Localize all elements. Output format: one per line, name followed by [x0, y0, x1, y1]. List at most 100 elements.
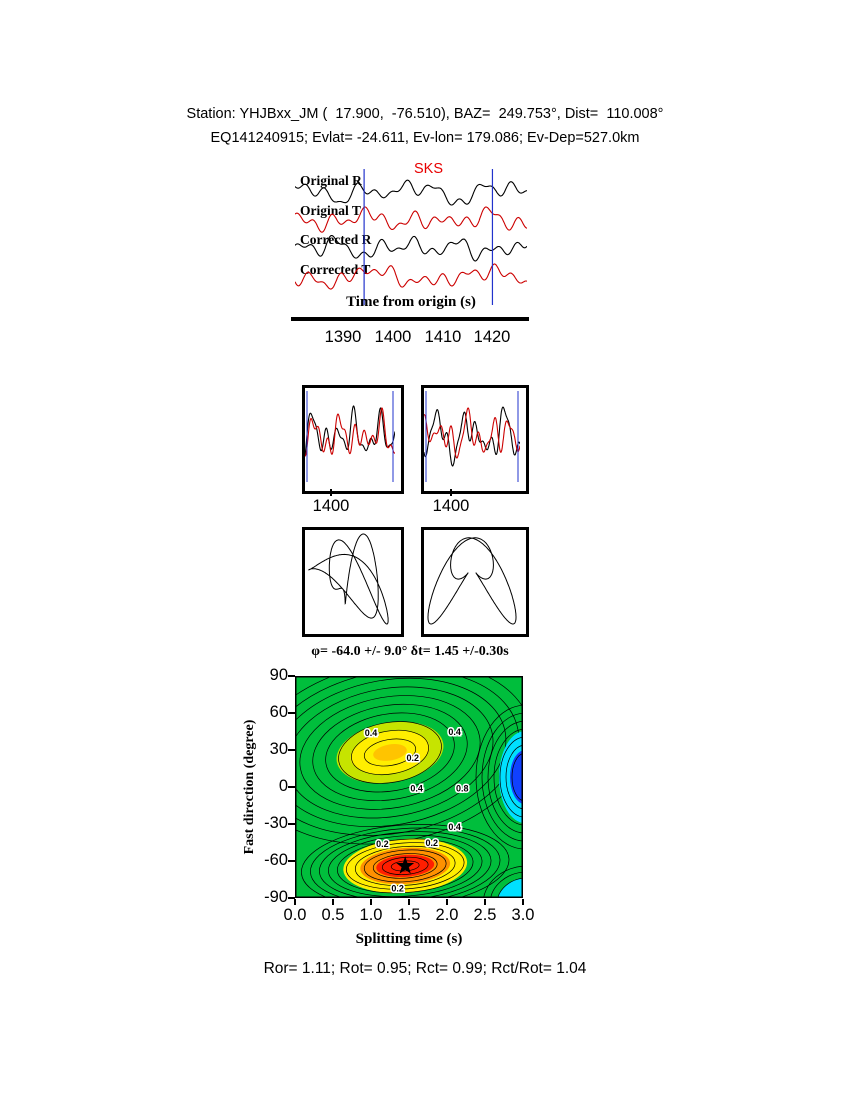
- tick-mark: [330, 489, 332, 496]
- waveform-traces-plot: [295, 169, 527, 305]
- particle-motion-plot-1: [307, 533, 389, 625]
- contour-label: 0.4: [410, 784, 423, 794]
- particle-motion-plot-2: [427, 537, 517, 625]
- tick-mark: [288, 675, 295, 677]
- contour-line: [328, 834, 483, 897]
- contour-line: [487, 720, 523, 834]
- contour-line: [363, 849, 447, 883]
- contour-line: [312, 703, 468, 802]
- contour-line: [310, 827, 501, 898]
- contour-label: 0.2: [376, 839, 389, 849]
- contour-ytick-label: -90: [264, 888, 288, 906]
- waveform-trace: [304, 407, 396, 457]
- waveform-trace: [295, 235, 527, 262]
- contour-label: 0.2: [407, 753, 420, 763]
- splitting-result-title: φ= -64.0 +/- 9.0° δt= 1.45 +/-0.30s: [311, 644, 509, 659]
- footer-metrics: Ror= 1.11; Rot= 0.95; Rct= 0.99; Rct/Rot…: [263, 960, 587, 977]
- contour-line: [299, 695, 481, 810]
- error-surface-plot: 0.4 0.4 0.2 0.4 0.8 0.4 0.2 0.2 0.2: [295, 676, 523, 898]
- time-tick-label: 1420: [473, 328, 511, 346]
- contour-xtick-label: 2.5: [473, 906, 497, 924]
- contour-line: [511, 753, 523, 802]
- contour-line: [381, 856, 429, 876]
- event-info: EQ141240915; Evlat= -24.611, Ev-lon= 179…: [210, 130, 640, 146]
- particle-motion-box-2: [421, 527, 529, 637]
- contour-line: [363, 738, 417, 767]
- contour-label: 0.4: [448, 727, 461, 737]
- window-waveform-box-1: [302, 385, 404, 494]
- contour-line: [295, 686, 494, 819]
- contour-label: 0.8: [456, 784, 469, 794]
- contour-ytick-label: 90: [269, 666, 288, 684]
- contour-line: [319, 831, 492, 898]
- contour-ytick-label: -30: [264, 814, 288, 832]
- trace-label-original-t: Original T: [300, 203, 361, 218]
- window-waveform-box-2: [421, 385, 529, 494]
- contour-frame: [295, 676, 523, 898]
- particle-motion-box-1: [302, 527, 404, 637]
- waveform-trace: [423, 407, 521, 459]
- tick-mark: [288, 823, 295, 825]
- tick-mark: [450, 489, 452, 496]
- waveform-trace: [295, 263, 527, 290]
- tick-mark: [408, 899, 410, 905]
- time-axis-label: Time from origin (s): [346, 294, 476, 310]
- window-waveform-plot-2: [423, 391, 521, 482]
- contour-line: [493, 728, 523, 826]
- waveform-trace: [304, 405, 396, 457]
- contour-ytick-label: 0: [278, 777, 288, 795]
- tick-mark: [446, 899, 448, 905]
- contour-line: [354, 845, 456, 886]
- station-info: Station: YHJBxx_JM ( 17.900, -76.510), B…: [186, 106, 664, 122]
- contour-label: 0.2: [391, 884, 404, 894]
- time-tick-label: 1400: [374, 328, 412, 346]
- best-fit-star: [396, 856, 415, 874]
- contour-line: [345, 842, 465, 890]
- contour-line: [475, 704, 523, 850]
- contour-line: [325, 712, 455, 793]
- contour-line: [372, 853, 438, 879]
- tick-mark: [288, 749, 295, 751]
- time-axis-line: [291, 317, 529, 321]
- trace-label-corrected-t: Corrected T: [300, 262, 371, 277]
- window-tick-label-1: 1400: [312, 497, 350, 515]
- window-tick-label-2: 1400: [432, 497, 470, 515]
- contour-line: [505, 744, 523, 810]
- time-tick-label: 1390: [324, 328, 362, 346]
- contour-label: 0.2: [426, 838, 439, 848]
- waveform-trace: [295, 206, 527, 233]
- tick-mark: [294, 899, 296, 905]
- contour-xtick-label: 3.0: [511, 906, 535, 924]
- tick-mark: [288, 897, 295, 899]
- tick-mark: [522, 899, 524, 905]
- contour-label: 0.4: [365, 728, 378, 738]
- contour-xtick-label: 1.0: [359, 906, 383, 924]
- tick-mark: [484, 899, 486, 905]
- contour-ytick-label: 30: [269, 740, 288, 758]
- contour-line: [351, 729, 429, 776]
- tick-mark: [332, 899, 334, 905]
- phase-label: SKS: [414, 161, 444, 177]
- contour-label: 0.4: [448, 822, 461, 832]
- particle-motion-path: [307, 533, 389, 625]
- tick-mark: [288, 712, 295, 714]
- contour-line: [301, 824, 510, 898]
- time-tick-label: 1410: [424, 328, 462, 346]
- contour-ytick-label: -60: [264, 851, 288, 869]
- contour-line: [338, 721, 442, 784]
- contour-line: [295, 677, 507, 828]
- contour-xtick-label: 2.0: [435, 906, 459, 924]
- waveform-trace: [295, 179, 527, 206]
- tick-mark: [288, 860, 295, 862]
- tick-mark: [288, 786, 295, 788]
- particle-motion-path: [427, 537, 517, 625]
- contour-xtick-label: 1.5: [397, 906, 421, 924]
- trace-label-original-r: Original R: [300, 173, 362, 188]
- tick-mark: [370, 899, 372, 905]
- contour-xlabel: Splitting time (s): [355, 931, 463, 947]
- window-waveform-plot-1: [304, 391, 396, 482]
- contour-line: [499, 736, 523, 818]
- contour-ytick-label: 60: [269, 703, 288, 721]
- contour-line: [481, 712, 523, 842]
